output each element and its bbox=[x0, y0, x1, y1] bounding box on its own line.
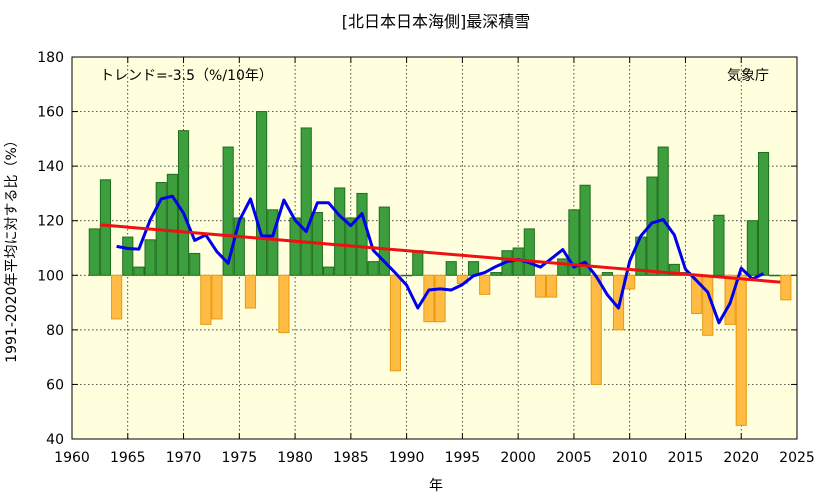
x-tick-label: 2025 bbox=[779, 450, 815, 466]
bar-1971 bbox=[189, 252, 201, 276]
running-mean-line bbox=[116, 194, 765, 325]
trend-line bbox=[99, 223, 781, 284]
x-tick-label: 1970 bbox=[166, 450, 202, 466]
bar-2022 bbox=[757, 152, 770, 276]
y-tick-label: 120 bbox=[37, 214, 64, 230]
x-tick-label: 1995 bbox=[445, 450, 481, 466]
y-tick-label: 80 bbox=[46, 323, 64, 339]
bar-1993 bbox=[434, 274, 446, 323]
bar-1970 bbox=[177, 130, 190, 276]
bar-2007 bbox=[590, 274, 602, 385]
bar-1986 bbox=[356, 192, 368, 276]
bar-1997 bbox=[479, 274, 491, 295]
bar-2005 bbox=[568, 209, 580, 276]
axis-ticks: 1960 1965 1970 1975 1980 1985 1990 1995 2000 2005… bbox=[37, 50, 815, 466]
bar-1978 bbox=[267, 209, 279, 276]
bar-1966 bbox=[133, 266, 145, 276]
plot-background bbox=[72, 57, 797, 439]
y-tick-label: 40 bbox=[46, 432, 64, 448]
x-tick-label: 2015 bbox=[668, 450, 704, 466]
bar-2008 bbox=[601, 272, 613, 276]
y-axis-title: 1991-2020年平均に対する比（%） bbox=[4, 133, 20, 363]
y-tick-label: 100 bbox=[37, 268, 64, 284]
bar-2012 bbox=[646, 176, 658, 276]
x-tick-label: 1980 bbox=[277, 450, 313, 466]
bar-1977 bbox=[256, 111, 268, 276]
chart-title: [北日本日本海側]最深積雪 bbox=[342, 12, 531, 31]
y-tick-label: 180 bbox=[37, 50, 64, 66]
x-tick-label: 2020 bbox=[723, 450, 759, 466]
bar-1973 bbox=[211, 274, 223, 320]
bar-2023 bbox=[769, 274, 781, 277]
bar-1963 bbox=[99, 179, 112, 276]
bar-1976 bbox=[244, 274, 257, 309]
bar-1984 bbox=[334, 187, 346, 276]
bar-1994 bbox=[445, 261, 457, 276]
bar-1965 bbox=[122, 236, 134, 276]
x-tick-label: 1965 bbox=[110, 450, 146, 466]
bar-series bbox=[88, 111, 792, 426]
bar-2021 bbox=[746, 220, 758, 276]
x-tick-label: 1975 bbox=[221, 450, 257, 466]
line-series bbox=[99, 194, 781, 325]
y-tick-label: 160 bbox=[37, 105, 64, 121]
trend-annotation: トレンド=-3.5（%/10年） bbox=[100, 68, 273, 84]
y-tick-label: 140 bbox=[37, 159, 64, 175]
bar-2004 bbox=[557, 258, 569, 276]
bar-1987 bbox=[367, 261, 379, 276]
x-tick-label: 2010 bbox=[612, 450, 648, 466]
x-axis-title: 年 bbox=[429, 478, 443, 494]
bar-1983 bbox=[322, 266, 335, 276]
bar-1989 bbox=[389, 274, 402, 372]
bar-1969 bbox=[166, 173, 178, 276]
x-tick-label: 1960 bbox=[54, 450, 90, 466]
bar-2002 bbox=[534, 274, 547, 298]
bar-2013 bbox=[657, 146, 669, 276]
bar-1991 bbox=[412, 250, 424, 276]
bar-1990 bbox=[401, 274, 413, 277]
plot-frame bbox=[71, 56, 798, 440]
bar-1979 bbox=[278, 274, 290, 334]
x-tick-label: 2000 bbox=[500, 450, 536, 466]
bar-2024 bbox=[780, 274, 792, 301]
bar-1972 bbox=[200, 274, 212, 325]
source-annotation: 気象庁 bbox=[727, 68, 769, 84]
bar-1967 bbox=[144, 239, 156, 276]
bar-1974 bbox=[222, 146, 234, 276]
bar-2003 bbox=[546, 274, 558, 298]
bar-2018 bbox=[713, 214, 725, 276]
bar-1962 bbox=[88, 228, 100, 276]
y-tick-label: 60 bbox=[46, 377, 64, 393]
bar-1964 bbox=[111, 274, 123, 320]
x-tick-label: 2005 bbox=[556, 450, 592, 466]
bar-1981 bbox=[300, 127, 312, 276]
bar-1988 bbox=[378, 206, 390, 276]
bar-2006 bbox=[579, 184, 591, 276]
bar-2001 bbox=[523, 228, 535, 276]
bar-2014 bbox=[668, 263, 680, 276]
x-tick-label: 1985 bbox=[333, 450, 369, 466]
bar-1998 bbox=[490, 272, 502, 276]
x-tick-label: 1990 bbox=[389, 450, 425, 466]
bar-2020 bbox=[735, 274, 747, 426]
bar-1980 bbox=[289, 217, 301, 276]
